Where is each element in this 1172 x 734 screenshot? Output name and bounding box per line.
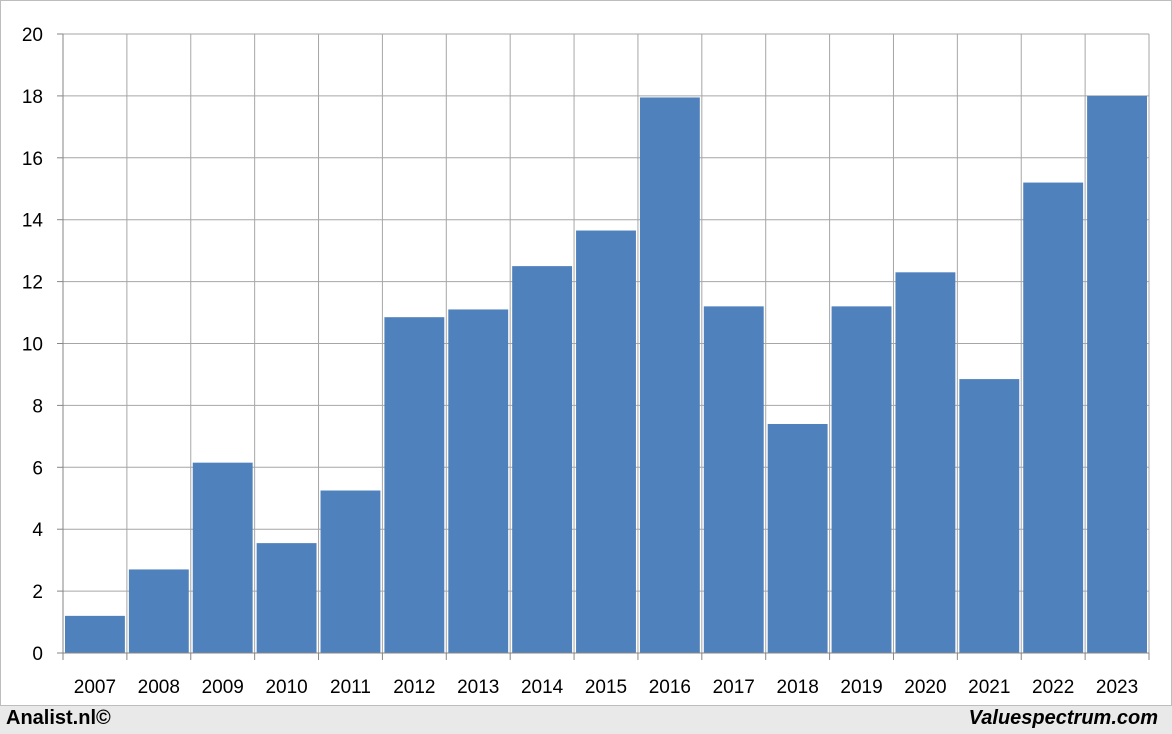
x-tick-label: 2008 <box>138 677 180 698</box>
y-tick-label: 10 <box>22 335 43 356</box>
y-tick-label: 16 <box>22 149 43 170</box>
y-tick-label: 20 <box>22 25 43 46</box>
x-tick-label: 2010 <box>265 677 307 698</box>
x-tick-label: 2014 <box>521 677 564 698</box>
y-tick-label: 0 <box>32 644 43 665</box>
x-tick-label: 2020 <box>904 677 946 698</box>
bar-2019 <box>831 306 892 653</box>
chart-frame: 0 2 4 6 8 10 12 14 16 18 20 2007 2008 2009 2010 2011 20… <box>0 0 1172 706</box>
x-tick-label: 2016 <box>649 677 691 698</box>
bar-2017 <box>703 306 764 653</box>
x-tick-label: 2023 <box>1096 677 1138 698</box>
x-tick-label: 2009 <box>202 677 244 698</box>
footer-left-credit: Analist.nl© <box>6 707 111 729</box>
x-tick-label: 2019 <box>840 677 882 698</box>
x-tick-label: 2012 <box>393 677 435 698</box>
bar-2010 <box>256 543 317 653</box>
bar-2014 <box>512 266 573 653</box>
bar-2021 <box>959 379 1020 653</box>
x-tick-label: 2018 <box>777 677 819 698</box>
bar-2008 <box>128 569 189 653</box>
y-tick-label: 4 <box>32 520 43 541</box>
x-tick-label: 2013 <box>457 677 499 698</box>
bar-2018 <box>767 423 828 653</box>
x-tick-label: 2022 <box>1032 677 1074 698</box>
y-tick-label: 18 <box>22 87 43 108</box>
bar-2023 <box>1087 95 1147 653</box>
y-tick-labels: 0 2 4 6 8 10 12 14 16 18 20 <box>22 25 44 665</box>
y-tick-label: 8 <box>32 396 43 417</box>
bar-2007 <box>65 615 125 653</box>
x-tick-label: 2015 <box>585 677 627 698</box>
bar-2016 <box>639 97 700 653</box>
bars <box>65 95 1147 653</box>
x-tick-label: 2021 <box>968 677 1010 698</box>
bar-2009 <box>192 462 253 653</box>
bar-2015 <box>576 230 636 653</box>
grid-lines <box>63 33 1150 653</box>
bar-2022 <box>1023 182 1084 653</box>
bar-2012 <box>384 317 445 653</box>
x-tick-label: 2007 <box>74 677 116 698</box>
footer-right-credit: Valuespectrum.com <box>968 707 1158 729</box>
bar-2013 <box>448 309 509 653</box>
x-tick-label: 2017 <box>713 677 755 698</box>
x-tick-labels: 2007 2008 2009 2010 2011 2012 2013 2014 2015 2016… <box>74 677 1138 698</box>
y-tick-label: 2 <box>32 582 43 603</box>
axes <box>57 33 1150 660</box>
y-tick-label: 12 <box>22 273 43 294</box>
y-tick-label: 14 <box>22 211 44 232</box>
x-tick-label: 2011 <box>330 677 371 698</box>
bar-2020 <box>895 272 956 653</box>
y-tick-label: 6 <box>32 458 43 479</box>
bar-2011 <box>320 490 381 653</box>
